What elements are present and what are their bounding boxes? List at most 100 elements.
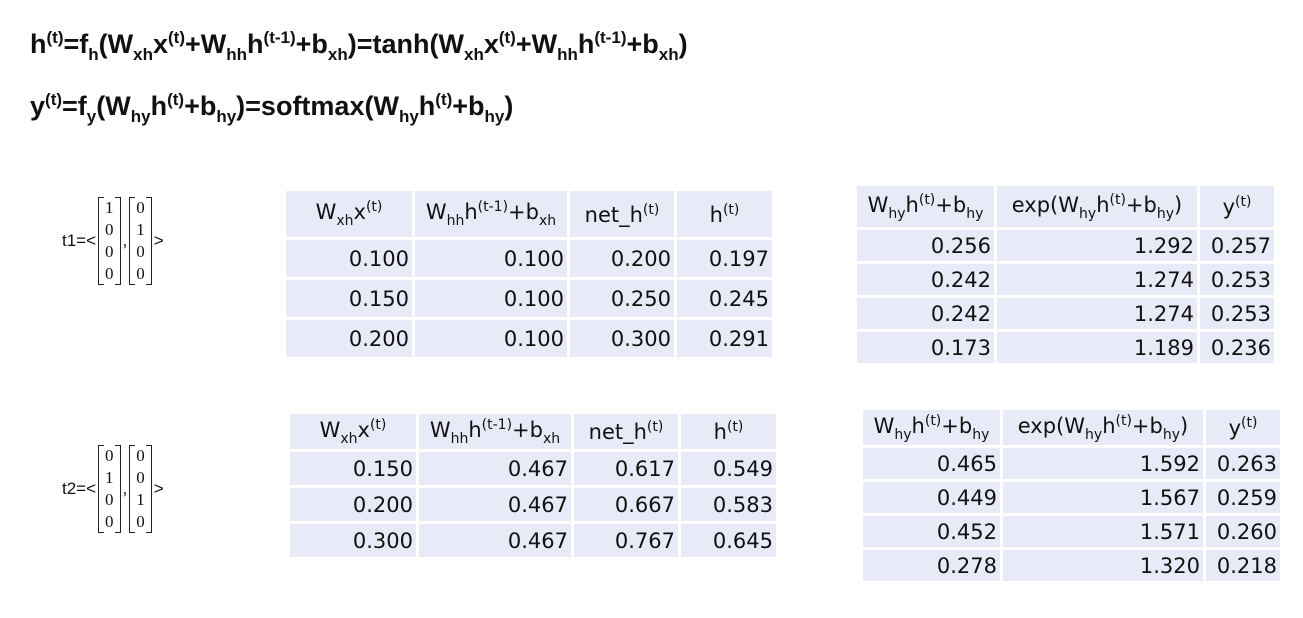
text-segment: +b [508, 200, 539, 224]
text-segment: h [577, 29, 595, 59]
superscript: (t) [924, 412, 942, 429]
text-segment: +b [935, 192, 967, 217]
superscript: (t-1) [263, 28, 296, 47]
formula: h(t)=fh(Wxhx(t)+Whhh(t-1)+bxh)=tanh(Wxhx… [30, 28, 688, 65]
table-cell: 0.150 [290, 452, 416, 485]
step-close: > [153, 479, 164, 498]
text-segment: +b [512, 417, 543, 442]
table-cell: 0.150 [286, 280, 412, 317]
column-header: Whyh(t)+bhy [863, 410, 1000, 445]
table-cell: 1.274 [997, 298, 1197, 329]
table-cell: 0.218 [1206, 550, 1280, 581]
superscript: (t) [1115, 412, 1132, 429]
vector-entry: 0 [136, 512, 145, 531]
table-row: 0.200 0.467 0.667 0.583 [290, 488, 776, 521]
text-segment: h [713, 420, 727, 444]
subscript: hy [1079, 205, 1097, 222]
subscript: hh [446, 213, 465, 229]
table-cell: 0.549 [681, 452, 776, 485]
column-header: Wxhx(t) [286, 191, 412, 237]
table-row: 0.100 0.100 0.200 0.197 [286, 240, 772, 277]
data-table: Wxhx(t) Whhh(t-1)+bxh net_h(t) h(t) 0.150 0.4… [287, 411, 779, 560]
table-cell: 0.250 [570, 280, 674, 317]
vector-entries: 0 1 0 0 [104, 445, 115, 533]
superscript: (t-1) [481, 416, 513, 433]
bracket [98, 197, 105, 285]
table-cell: 0.236 [1200, 332, 1274, 363]
vector-entries: 1 0 0 0 [104, 197, 115, 285]
table-cell: 0.667 [574, 488, 678, 521]
table-cell: 1.592 [1003, 448, 1203, 479]
subscript: hh [450, 430, 469, 447]
superscript: (t) [45, 90, 63, 109]
table-cell: 0.467 [419, 452, 571, 485]
vector: 0 1 0 0 [129, 197, 152, 285]
text-segment: W [315, 200, 337, 224]
subscript: hy [398, 107, 419, 126]
subscript: xh [463, 45, 484, 64]
column-header: y(t) [1206, 410, 1280, 445]
subscript: xh [538, 213, 557, 229]
text-segment: x [357, 417, 370, 442]
column-header: net_h(t) [570, 191, 674, 237]
table-row: 0.242 1.274 0.253 [857, 298, 1274, 329]
text-segment: h [709, 202, 723, 227]
subscript: h [88, 45, 99, 64]
superscript: (t) [646, 419, 664, 435]
text-segment: +b [1125, 192, 1157, 217]
text-segment: +b [1131, 413, 1163, 438]
table-row: 0.150 0.467 0.617 0.549 [290, 452, 776, 485]
vector-entry: 1 [105, 468, 114, 487]
table-cell: 1.320 [1003, 550, 1203, 581]
table-cell: 1.571 [1003, 516, 1203, 547]
subscript: hy [130, 107, 151, 126]
column-header: exp(Whyh(t)+bhy) [997, 186, 1197, 227]
table-cell: 0.291 [677, 320, 772, 357]
subscript: hy [216, 107, 237, 126]
table-row: 0.449 1.567 0.259 [863, 482, 1280, 513]
table-cell: 0.300 [290, 524, 416, 557]
table-cell: 0.260 [1206, 516, 1280, 547]
bracket [98, 445, 105, 533]
text-segment: W [429, 417, 451, 442]
text-segment: x [152, 29, 168, 59]
step-label: t2=< [62, 479, 97, 498]
text-segment: x [483, 29, 499, 59]
text-segment: =f [62, 91, 87, 121]
text-segment: net_h [588, 420, 647, 444]
table-cell: 0.257 [1200, 230, 1274, 261]
header-row: Wxhx(t) Whhh(t-1)+bxh net_h(t) h(t) [286, 191, 772, 237]
table-cell: 0.645 [681, 524, 776, 557]
table-cell: 1.292 [997, 230, 1197, 261]
superscript: (t) [1109, 191, 1126, 208]
table-row: 0.242 1.274 0.253 [857, 264, 1274, 295]
subscript: hy [966, 205, 984, 222]
text-segment: h [464, 200, 478, 224]
bracket [129, 197, 136, 285]
text-segment: exp(W [1011, 192, 1080, 217]
text-segment: W [867, 192, 889, 217]
text-segment: h [911, 413, 925, 438]
vector-entry: 0 [105, 490, 114, 509]
subscript: xh [542, 430, 561, 447]
subscript: hy [1162, 426, 1181, 443]
table-cell: 0.253 [1200, 298, 1274, 329]
vector-entry: 0 [105, 242, 114, 261]
bracket [114, 197, 121, 285]
text-segment: h [150, 91, 168, 121]
subscript: xh [336, 213, 354, 229]
table-row: 0.150 0.100 0.250 0.245 [286, 280, 772, 317]
table-cell: 1.274 [997, 264, 1197, 295]
text-segment: )=tanh(W [347, 29, 464, 59]
data-table: Whyh(t)+bhy exp(Whyh(t)+bhy) y(t) 0.465 1.59… [860, 407, 1283, 584]
subscript: hy [484, 107, 505, 126]
table-cell: 0.259 [1206, 482, 1280, 513]
subscript: xh [340, 430, 358, 447]
header-row: Whyh(t)+bhy exp(Whyh(t)+bhy) y(t) [857, 186, 1274, 227]
table-cell: 0.200 [290, 488, 416, 521]
superscript: (t) [168, 28, 185, 47]
table-cell: 0.100 [415, 320, 567, 357]
subscript: xh [133, 45, 153, 64]
table-cell: 0.767 [574, 524, 678, 557]
vector-entry: 1 [136, 490, 145, 509]
